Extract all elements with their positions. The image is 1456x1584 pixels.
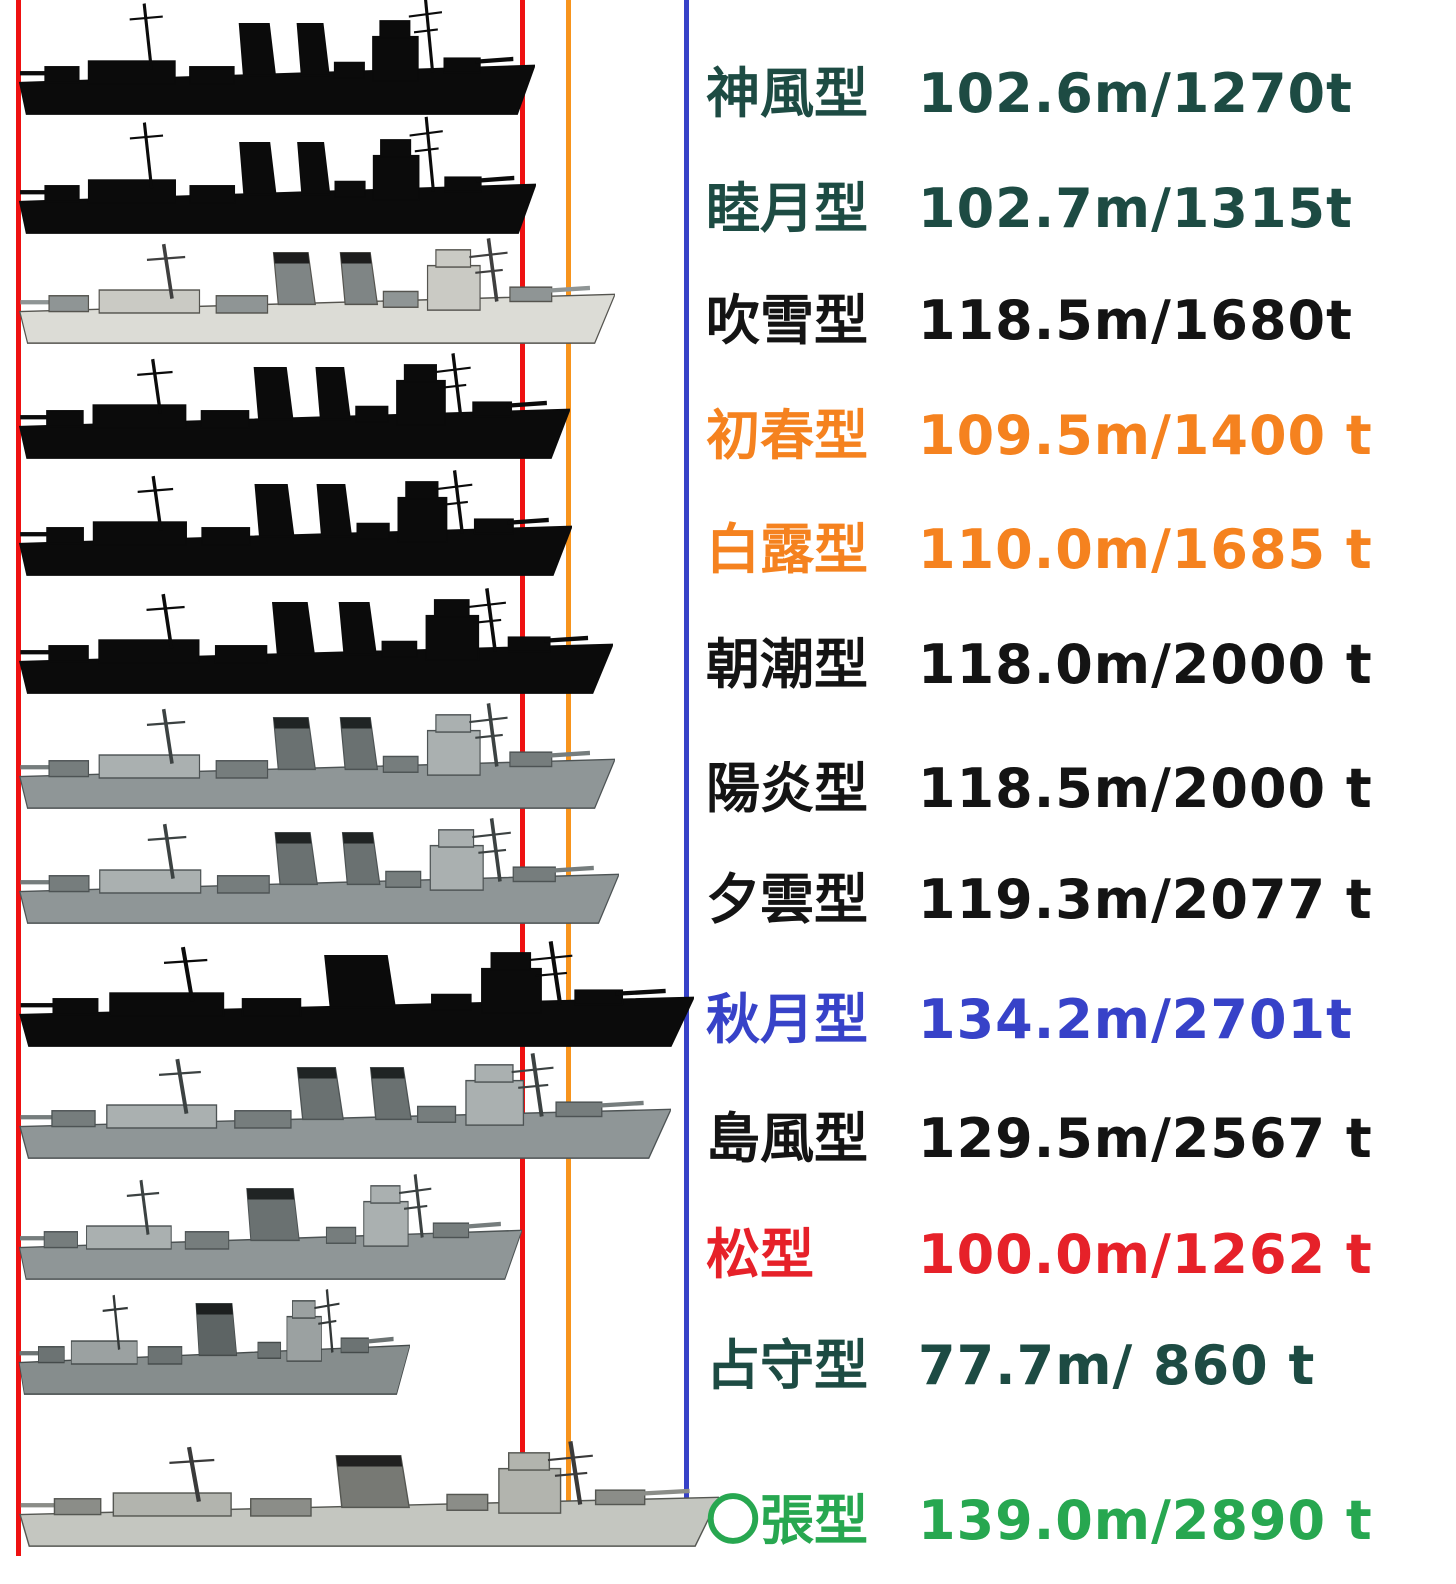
ship-spec: 109.5m/1400 t [918, 404, 1373, 467]
ship-9-silhouette [18, 927, 694, 1049]
ship-13-label: 〇張型 139.0m/2890 t [706, 1489, 1373, 1554]
ship-profile-drawing [18, 116, 536, 234]
ship-10-label: 島風型 129.5m/2567 t [706, 1107, 1373, 1172]
ship-profile-drawing [19, 1441, 719, 1547]
ship-3-silhouette [18, 224, 615, 346]
ship-class-name: 〇張型 [706, 1489, 868, 1552]
ship-6-label: 朝潮型 118.0m/2000 t [706, 633, 1373, 698]
ship-11-silhouette [18, 1160, 522, 1282]
ship-profile-drawing [18, 703, 615, 809]
ship-profile-drawing [18, 1174, 522, 1280]
ship-10-silhouette [18, 1039, 671, 1161]
ship-profile-drawing [19, 941, 694, 1047]
ship-spec: 139.0m/2890 t [918, 1489, 1373, 1552]
ship-class-name: 秋月型 [706, 988, 868, 1051]
ship-spec: 118.5m/1680t [918, 289, 1353, 352]
ship-2-label: 睦月型 102.7m/1315t [706, 177, 1353, 242]
ship-12-silhouette [18, 1275, 410, 1397]
ship-class-name: 睦月型 [706, 177, 868, 240]
ship-profile-drawing [18, 470, 572, 576]
ship-8-label: 夕雲型 119.3m/2077 t [706, 868, 1373, 933]
ship-spec: 118.0m/2000 t [918, 633, 1373, 696]
ship-class-name: 白露型 [706, 518, 868, 581]
ship-spec: 119.3m/2077 t [918, 868, 1373, 931]
ship-spec: 134.2m/2701t [918, 988, 1353, 1051]
ship-3-label: 吹雪型 118.5m/1680t [706, 289, 1353, 354]
ship-class-name: 吹雪型 [706, 289, 868, 352]
ship-4-silhouette [18, 339, 570, 461]
ship-9-label: 秋月型 134.2m/2701t [706, 988, 1353, 1053]
ship-spec: 102.6m/1270t [918, 62, 1353, 125]
ship-spec: 110.0m/1685 t [918, 518, 1373, 581]
ship-class-name: 松型 [706, 1223, 814, 1286]
ship-profile-drawing [18, 353, 570, 459]
ship-class-name: 占守型 [706, 1334, 868, 1397]
ship-2-silhouette [18, 114, 536, 236]
ship-profile-drawing [18, 0, 535, 115]
ship-7-label: 陽炎型 118.5m/2000 t [706, 757, 1373, 822]
ship-7-silhouette [18, 689, 615, 811]
ship-class-name: 夕雲型 [706, 868, 868, 931]
ship-profile-drawing [19, 818, 619, 924]
ship-profile-drawing [19, 1053, 671, 1159]
ship-13-silhouette [18, 1427, 719, 1549]
ship-5-silhouette [18, 456, 572, 578]
ship-class-name: 神風型 [706, 62, 868, 125]
blue-134m-line [684, 0, 689, 1544]
ship-profile-drawing [18, 238, 615, 344]
ship-class-name: 島風型 [706, 1107, 868, 1170]
ship-12-label: 占守型 77.7m/ 860 t [706, 1334, 1315, 1399]
ship-class-name: 初春型 [706, 404, 868, 467]
ship-5-label: 白露型 110.0m/1685 t [706, 518, 1373, 583]
ship-4-label: 初春型 109.5m/1400 t [706, 404, 1373, 469]
baseline-red-line [16, 0, 21, 1556]
red-100m-line [520, 0, 525, 1482]
ship-1-label: 神風型 102.6m/1270t [706, 62, 1353, 127]
ship-6-silhouette [18, 574, 613, 696]
ship-8-silhouette [18, 804, 619, 926]
ship-class-name: 陽炎型 [706, 757, 868, 820]
ship-spec: 102.7m/1315t [918, 177, 1353, 240]
ship-spec: 100.0m/1262 t [918, 1223, 1373, 1286]
ship-profile-drawing [18, 1289, 410, 1395]
ship-spec: 129.5m/2567 t [918, 1107, 1373, 1170]
ship-spec: 77.7m/ 860 t [918, 1334, 1316, 1397]
ship-spec: 118.5m/2000 t [918, 757, 1373, 820]
ship-11-label: 松型 100.0m/1262 t [706, 1223, 1373, 1288]
ship-class-name: 朝潮型 [706, 633, 868, 696]
ship-1-silhouette [18, 0, 535, 117]
ship-profile-drawing [18, 588, 613, 694]
